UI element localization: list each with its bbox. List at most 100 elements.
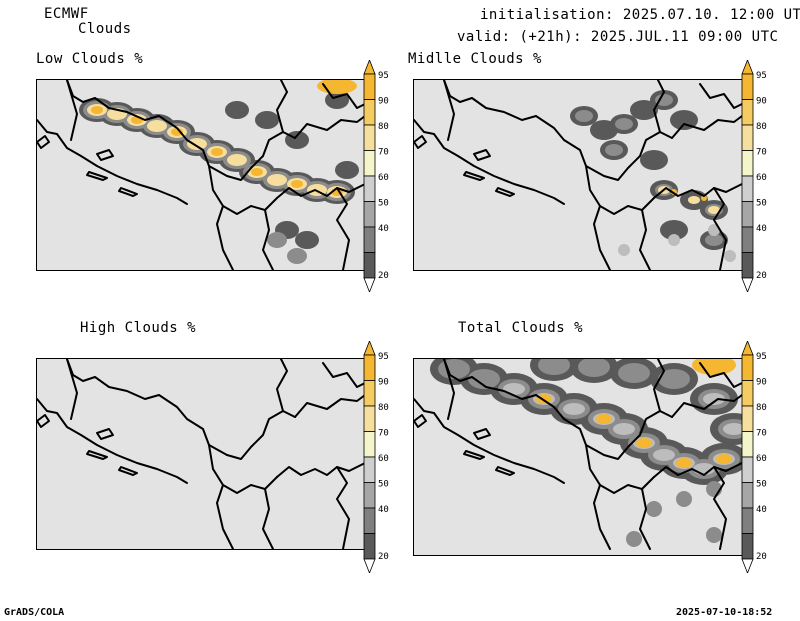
cloud-field [430,359,742,547]
border-line [653,183,742,199]
model-name: ECMWF [44,6,89,22]
colorbar-label: 90 [378,97,389,107]
high-clouds-map-svg [37,359,365,549]
border-line [262,488,274,549]
cloud-cell [91,106,103,114]
colorbar-label: 20 [378,271,389,281]
border-line [443,80,455,141]
colorbar-label: 70 [378,429,389,439]
cloud-cell [676,491,692,507]
cloud-cell [596,414,612,424]
border-line [599,197,655,215]
border-line [86,450,108,460]
colorbar-label: 80 [378,122,389,132]
cloud-cell [503,383,525,395]
border-line [222,476,278,494]
colorbar-label: 50 [756,480,767,490]
borders [37,359,365,549]
border-line [671,394,742,418]
borders [37,80,365,270]
border-line [653,359,665,412]
product-name: Clouds [78,21,132,37]
cloud-cell [630,100,658,120]
border-line [414,398,565,484]
middle-clouds-map [413,79,743,271]
border-line [66,80,78,141]
colorbar-label: 80 [756,403,767,413]
colorbar-low: 95 90 80 70 60 50 40 20 [363,60,389,292]
cloud-cell [724,250,736,262]
panel-title-total: Total Clouds % [458,320,584,336]
cloud-cell [716,454,732,464]
initialisation-time: initialisation: 2025.07.10. 12:00 UTC [480,7,800,23]
border-line [86,171,108,181]
colorbar-label: 90 [756,97,767,107]
colorbar-label: 60 [756,173,767,183]
colorbar-label: 70 [378,148,389,158]
total-clouds-map [413,358,743,556]
total-clouds-map-svg [414,359,742,550]
border-line [585,444,611,550]
border-line [699,83,742,109]
cloud-cell [538,359,570,375]
colorbar-label: 60 [756,454,767,464]
cloud-cell [225,101,249,119]
cloud-cell [708,224,720,236]
border-line [208,165,234,270]
high-clouds-map [36,358,366,550]
colorbar-label: 20 [378,552,389,562]
border-line [66,359,78,420]
footer-software: GrADS/COLA [4,607,65,618]
border-line [463,171,485,181]
colorbar-label: 70 [756,148,767,158]
cloud-cell [706,527,722,543]
border-line [473,149,491,161]
cloud-cell [708,206,720,214]
colorbar-label: 80 [378,403,389,413]
cloud-cell [723,423,742,435]
colorbar-label: 80 [756,122,767,132]
border-line [414,414,427,428]
cloud-cell [618,363,650,383]
panel-title-high: High Clouds % [80,320,197,336]
border-line [276,462,365,478]
border-line [585,165,611,270]
cloud-cell [227,154,247,166]
cloud-cell [676,458,692,468]
border-line [66,359,228,456]
colorbar-label: 95 [756,71,767,81]
cloud-cell [563,403,585,415]
colorbar-label: 60 [378,173,389,183]
cloud-cell [605,144,623,156]
colorbar-label: 90 [378,378,389,388]
border-line [322,362,365,388]
border-line [276,80,288,133]
cloud-cell [468,369,500,389]
cloud-cell [615,118,633,130]
cloud-cell [438,359,470,379]
colorbar-label: 40 [378,224,389,234]
cloud-cell [692,359,736,375]
cloud-cell [211,148,223,156]
border-line [639,209,651,270]
border-line [294,394,365,418]
cloud-cell [578,359,610,377]
colorbar-label: 40 [756,224,767,234]
border-line [118,187,138,197]
border-line [443,80,605,177]
cloud-cell [287,248,307,264]
border-line [222,197,278,215]
cloud-cell [171,128,183,136]
border-line [443,359,455,420]
colorbar-label: 60 [378,454,389,464]
border-line [336,187,350,270]
cloud-cell [618,244,630,256]
colorbar-total: 95 90 80 70 60 50 40 20 [741,341,767,573]
cloud-cell [291,180,303,188]
border-line [37,135,50,149]
cloud-cell [251,168,263,176]
border-line [276,359,288,412]
border-line [336,466,350,549]
cloud-cell [295,231,319,249]
colorbar-label: 95 [756,352,767,362]
